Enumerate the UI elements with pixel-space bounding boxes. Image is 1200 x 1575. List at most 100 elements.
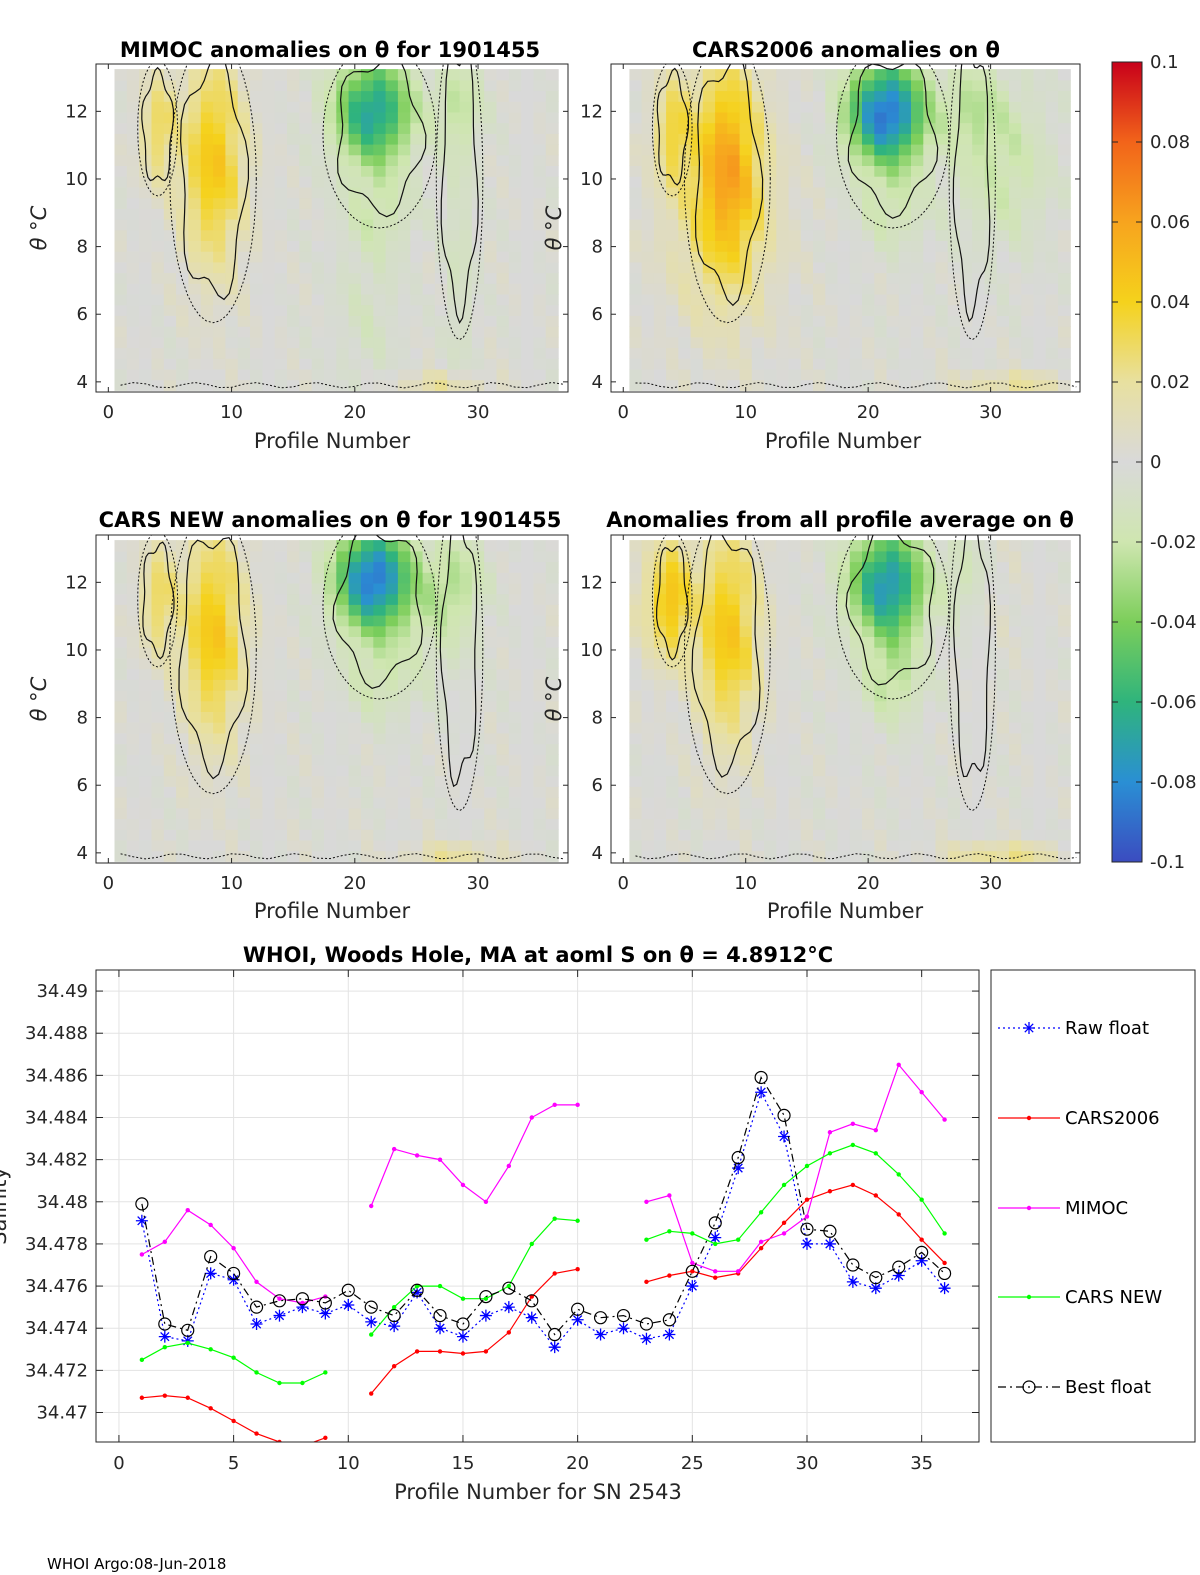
heatmap-cell — [666, 304, 679, 316]
heatmap-cell — [947, 754, 961, 766]
heatmap-cell — [397, 807, 411, 820]
heatmap-cell — [984, 668, 998, 680]
heatmap-cell — [911, 122, 924, 134]
heatmap-cell — [813, 101, 826, 113]
data-point — [227, 1266, 241, 1281]
heatmap-cell — [776, 604, 790, 616]
heatmap-cell — [250, 636, 263, 648]
heatmap-cell — [702, 251, 716, 263]
heatmap-cell — [690, 582, 704, 595]
heatmap-cell — [862, 732, 875, 745]
heatmap-cell — [715, 133, 728, 145]
heatmap-cell — [274, 732, 288, 745]
heatmap-cell — [163, 764, 177, 777]
heatmap-cell — [739, 786, 753, 798]
heatmap-cell — [739, 775, 753, 787]
heatmap-cell — [678, 732, 692, 745]
heatmap-cell — [825, 743, 839, 755]
heatmap-cell — [886, 582, 900, 595]
heatmap-cell — [751, 251, 765, 263]
heatmap-cell — [385, 272, 399, 284]
heatmap-cell — [348, 743, 362, 755]
heatmap-cell — [788, 176, 802, 188]
heatmap-cell — [837, 79, 851, 92]
heatmap-cell — [776, 304, 790, 316]
heatmap-cell — [935, 79, 949, 92]
heatmap-cell — [1058, 229, 1071, 241]
heatmap-cell — [813, 347, 826, 359]
heatmap-cell — [397, 69, 411, 81]
heatmap-cell — [163, 732, 177, 745]
heatmap-cell — [471, 764, 485, 777]
heatmap-cell — [849, 743, 863, 755]
heatmap-cell — [972, 315, 985, 327]
data-point — [369, 1332, 374, 1337]
heatmap-cell — [459, 165, 473, 177]
heatmap-cell — [274, 743, 288, 755]
heatmap-cell — [324, 240, 337, 252]
heatmap-cell — [361, 764, 374, 777]
heatmap-cell — [459, 550, 473, 563]
heatmap-cell — [1045, 604, 1059, 616]
heatmap-cell — [678, 722, 692, 734]
heatmap-cell — [471, 561, 485, 573]
heatmap-cell — [1033, 293, 1047, 306]
heatmap-cell — [653, 636, 667, 648]
heatmap-cell — [126, 251, 140, 263]
heatmap-cell — [898, 593, 912, 605]
heatmap-cell — [653, 293, 667, 306]
heatmap-cell — [1009, 797, 1022, 809]
heatmap-cell — [299, 722, 313, 734]
heatmap-cell — [237, 219, 251, 231]
heatmap-cell — [176, 197, 189, 209]
heatmap-cell — [825, 144, 839, 156]
heatmap-cell — [984, 775, 998, 787]
heatmap-cell — [715, 700, 728, 712]
heatmap-cell — [545, 144, 559, 156]
heatmap-cell — [935, 722, 949, 734]
heatmap-cell — [508, 679, 522, 691]
heatmap-cell — [496, 818, 510, 830]
heatmap-cell — [996, 186, 1010, 199]
heatmap-cell — [422, 90, 436, 102]
x-tick-label: 30 — [979, 402, 1002, 423]
heatmap-cell — [911, 133, 924, 145]
heatmap-cell — [1058, 165, 1071, 177]
heatmap-cell — [898, 561, 912, 573]
heatmap-cell — [653, 711, 667, 723]
heatmap-cell — [250, 261, 263, 274]
heatmap-cell — [825, 636, 839, 648]
heatmap-cell — [947, 336, 961, 349]
heatmap-cell — [739, 636, 753, 648]
heatmap-cell — [715, 315, 728, 327]
heatmap-cell — [521, 368, 535, 381]
heatmap-cell — [960, 754, 973, 766]
heatmap-cell — [727, 582, 741, 595]
heatmap-cell — [200, 293, 214, 306]
data-point — [369, 1203, 374, 1209]
heatmap-cell — [678, 797, 692, 809]
heatmap-cell — [996, 593, 1010, 605]
heatmap-cell — [213, 240, 226, 252]
heatmap-cell — [666, 829, 679, 841]
heatmap-cell — [862, 197, 875, 209]
heatmap-cell — [176, 315, 189, 327]
heatmap-cell — [727, 79, 741, 92]
heatmap-cell — [874, 540, 888, 552]
heatmap-cell — [114, 261, 128, 274]
heatmap-cell — [213, 797, 226, 809]
heatmap-cell — [1058, 219, 1071, 231]
heatmap-cell — [324, 732, 337, 745]
heatmap-cell — [422, 690, 436, 702]
heatmap-cell — [1058, 647, 1071, 659]
heatmap-cell — [324, 293, 337, 306]
heatmap-cell — [336, 315, 350, 327]
heatmap-cell — [139, 850, 152, 862]
heatmap-cell — [200, 625, 214, 637]
heatmap-cell — [1021, 797, 1034, 809]
heatmap-cell — [751, 144, 765, 156]
heatmap-cell — [972, 122, 985, 134]
heatmap-cell — [361, 593, 374, 605]
heatmap-cell — [484, 582, 498, 595]
heatmap-cell — [972, 625, 985, 637]
